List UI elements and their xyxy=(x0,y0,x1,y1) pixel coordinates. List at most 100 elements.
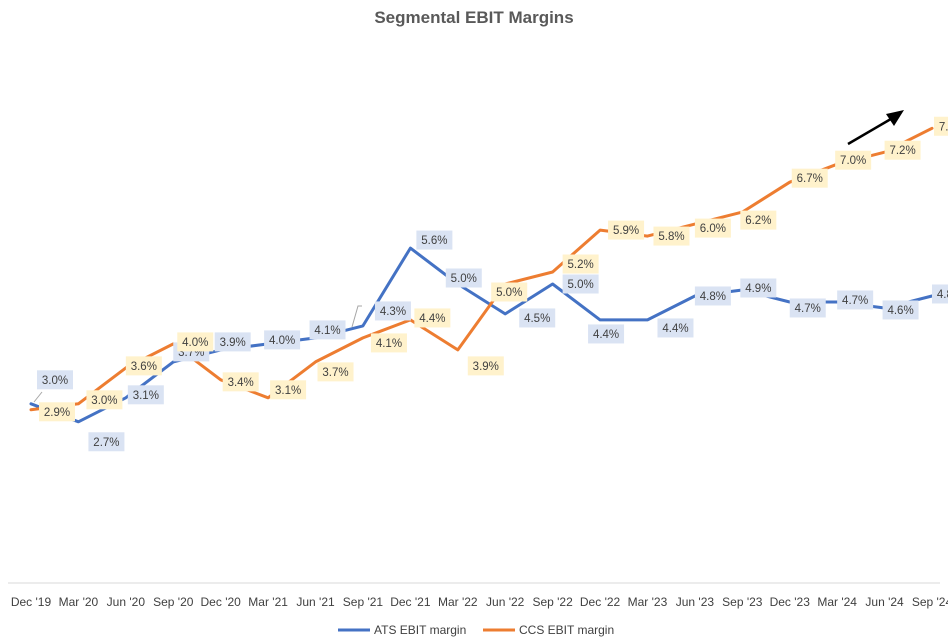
data-label-ccs: 5.2% xyxy=(562,254,599,274)
data-label-ccs: 3.7% xyxy=(317,362,354,382)
data-label-ccs: 2.9% xyxy=(39,402,75,422)
data-label-ccs: 7.6% xyxy=(934,116,948,136)
data-label-ats: 2.7% xyxy=(88,432,125,452)
x-tick-label: Sep '20 xyxy=(153,595,194,609)
x-tick-label: Jun '20 xyxy=(107,595,146,609)
svg-text:4.4%: 4.4% xyxy=(662,323,688,335)
trend-arrow xyxy=(847,110,904,146)
data-label-ats: 4.7% xyxy=(789,298,826,318)
data-label-ats: 4.1% xyxy=(309,320,346,340)
data-label-ats: 4.8% xyxy=(694,286,731,306)
svg-text:4.8%: 4.8% xyxy=(937,289,948,301)
chart-title: Segmental EBIT Margins xyxy=(374,8,574,27)
x-tick-label: Sep '24 xyxy=(912,595,948,609)
data-label-ccs: 7.0% xyxy=(835,150,872,170)
svg-text:2.9%: 2.9% xyxy=(44,407,70,419)
svg-text:CCS EBIT margin: CCS EBIT margin xyxy=(519,623,614,637)
svg-text:5.6%: 5.6% xyxy=(421,235,447,247)
svg-text:5.9%: 5.9% xyxy=(613,225,639,237)
data-label-ccs: 3.9% xyxy=(467,356,504,376)
data-label-ats: 3.0% xyxy=(37,370,73,390)
svg-text:6.2%: 6.2% xyxy=(745,215,771,227)
x-tick-label: Mar '22 xyxy=(438,595,478,609)
svg-text:5.0%: 5.0% xyxy=(568,279,594,291)
data-label-ats: 5.6% xyxy=(416,230,453,250)
svg-text:4.6%: 4.6% xyxy=(887,305,913,317)
data-label-ats: 4.5% xyxy=(519,308,556,328)
svg-text:3.1%: 3.1% xyxy=(275,385,301,397)
data-label-ccs: 4.4% xyxy=(414,308,451,328)
data-label-ats: 4.8% xyxy=(932,284,948,304)
data-label-ccs: 5.0% xyxy=(491,282,528,302)
svg-text:3.0%: 3.0% xyxy=(91,395,117,407)
svg-text:4.5%: 4.5% xyxy=(524,313,550,325)
x-tick-label: Mar '21 xyxy=(248,595,288,609)
data-label-ccs: 6.2% xyxy=(740,210,777,230)
data-label-ccs: 7.2% xyxy=(884,140,921,160)
svg-text:3.0%: 3.0% xyxy=(42,375,68,387)
legend-item-ats: ATS EBIT margin xyxy=(338,623,466,637)
svg-text:6.0%: 6.0% xyxy=(700,223,726,235)
svg-text:4.4%: 4.4% xyxy=(419,313,445,325)
data-label-ats: 4.6% xyxy=(882,300,919,320)
x-tick-label: Sep '21 xyxy=(343,595,384,609)
svg-text:4.1%: 4.1% xyxy=(376,338,402,350)
data-label-ccs: 3.1% xyxy=(270,380,307,400)
x-tick-label: Sep '22 xyxy=(532,595,573,609)
data-label-ats: 3.9% xyxy=(214,332,251,352)
svg-text:4.8%: 4.8% xyxy=(700,291,726,303)
svg-text:4.7%: 4.7% xyxy=(795,303,821,315)
data-label-ccs: 3.4% xyxy=(222,372,259,392)
leader-line xyxy=(33,391,43,403)
svg-text:7.0%: 7.0% xyxy=(840,155,866,167)
x-tick-label: Sep '23 xyxy=(722,595,763,609)
legend-item-ccs: CCS EBIT margin xyxy=(483,623,614,637)
data-label-ats: 4.4% xyxy=(588,324,625,344)
x-tick-label: Jun '23 xyxy=(676,595,715,609)
svg-text:6.7%: 6.7% xyxy=(797,173,823,185)
x-tick-label: Mar '24 xyxy=(817,595,857,609)
data-label-ccs: 5.9% xyxy=(608,220,645,240)
svg-text:4.4%: 4.4% xyxy=(593,329,619,341)
data-label-ats: 4.7% xyxy=(837,290,874,310)
data-label-ats: 5.0% xyxy=(445,268,482,288)
data-label-ccs: 3.0% xyxy=(86,390,123,410)
svg-text:4.0%: 4.0% xyxy=(182,337,208,349)
svg-text:3.4%: 3.4% xyxy=(228,377,254,389)
x-tick-label: Jun '24 xyxy=(865,595,904,609)
svg-text:5.0%: 5.0% xyxy=(496,287,522,299)
svg-text:5.2%: 5.2% xyxy=(568,259,594,271)
x-tick-label: Dec '21 xyxy=(390,595,431,609)
svg-text:4.0%: 4.0% xyxy=(269,335,295,347)
svg-text:3.7%: 3.7% xyxy=(322,367,348,379)
svg-text:5.0%: 5.0% xyxy=(451,273,477,285)
data-label-ccs: 5.8% xyxy=(653,226,690,246)
x-tick-label: Mar '20 xyxy=(59,595,99,609)
svg-text:5.8%: 5.8% xyxy=(658,231,684,243)
data-label-ccs: 6.7% xyxy=(791,168,828,188)
leader-line xyxy=(351,305,362,328)
x-tick-label: Dec '23 xyxy=(770,595,811,609)
svg-text:4.7%: 4.7% xyxy=(842,295,868,307)
svg-text:4.9%: 4.9% xyxy=(745,283,771,295)
data-label-ats: 4.3% xyxy=(374,301,411,321)
svg-text:2.7%: 2.7% xyxy=(93,437,119,449)
x-tick-label: Jun '22 xyxy=(486,595,525,609)
data-label-ats: 3.1% xyxy=(127,385,164,405)
data-label-ats: 4.4% xyxy=(657,318,694,338)
svg-text:ATS EBIT margin: ATS EBIT margin xyxy=(374,623,466,637)
x-tick-label: Dec '22 xyxy=(580,595,621,609)
data-label-ccs: 3.6% xyxy=(125,356,162,376)
svg-text:3.6%: 3.6% xyxy=(131,361,157,373)
data-label-ats: 5.0% xyxy=(562,274,599,294)
data-label-ccs: 4.0% xyxy=(177,332,214,352)
data-label-ats: 4.9% xyxy=(740,278,777,298)
svg-text:4.1%: 4.1% xyxy=(314,325,340,337)
x-tick-label: Dec '19 xyxy=(11,595,52,609)
svg-text:7.6%: 7.6% xyxy=(939,121,948,133)
data-label-ccs: 6.0% xyxy=(694,218,731,238)
data-label-ats: 4.0% xyxy=(264,330,301,350)
data-label-ccs: 4.1% xyxy=(370,333,407,353)
x-tick-label: Mar '23 xyxy=(628,595,668,609)
